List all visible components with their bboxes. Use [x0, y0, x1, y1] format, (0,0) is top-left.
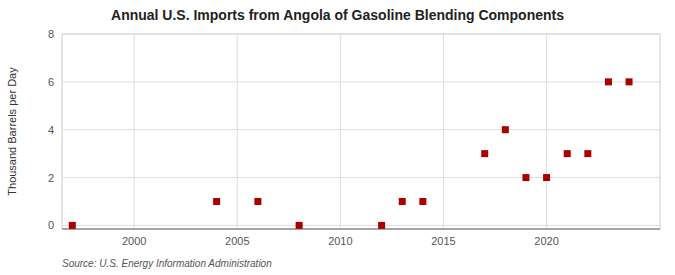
- x-grid-line: [443, 34, 444, 229]
- points: [69, 78, 633, 229]
- x-axis-line: [62, 229, 660, 230]
- y-tick-label: 6: [48, 76, 54, 88]
- point: [481, 150, 488, 157]
- point: [296, 222, 303, 229]
- chart: 0 2 4 6 8 2000 2005 2010 2015 2020 Annual U.S. Imp…: [0, 0, 675, 275]
- point: [564, 150, 571, 157]
- y-tick-label: 2: [48, 172, 54, 184]
- point: [584, 150, 591, 157]
- x-tick-label: 2010: [328, 235, 352, 247]
- point: [254, 198, 261, 205]
- y-tick-label: 4: [48, 124, 54, 136]
- x-grid-line: [134, 34, 135, 229]
- y-grid-line: [62, 129, 660, 130]
- y-grid-line: [62, 177, 660, 178]
- point: [213, 198, 220, 205]
- y-axis-label: Thousand Barrels per Day: [6, 67, 18, 196]
- plot-frame: [62, 34, 660, 229]
- point: [399, 198, 406, 205]
- point: [605, 78, 612, 85]
- x-tick-label: 2005: [225, 235, 249, 247]
- grid: [62, 34, 660, 229]
- point: [522, 174, 529, 181]
- y-tick-label: 8: [48, 28, 54, 40]
- x-tick-label: 2020: [534, 235, 558, 247]
- x-grid-line: [546, 34, 547, 229]
- point: [378, 222, 385, 229]
- point: [419, 198, 426, 205]
- source: Source: U.S. Energy Information Administ…: [62, 258, 272, 269]
- x-grid-line: [340, 34, 341, 229]
- point: [626, 78, 633, 85]
- x-grid-line: [237, 34, 238, 229]
- x-tick-label: 2000: [122, 235, 146, 247]
- point: [543, 174, 550, 181]
- y-grid-line: [62, 81, 660, 82]
- y-grid-line: [62, 225, 660, 226]
- point: [502, 126, 509, 133]
- y-tick-label: 0: [48, 219, 54, 231]
- point: [69, 222, 76, 229]
- x-tick-label: 2015: [431, 235, 455, 247]
- title: Annual U.S. Imports from Angola of Gasol…: [111, 7, 564, 23]
- y-grid-line: [62, 34, 660, 35]
